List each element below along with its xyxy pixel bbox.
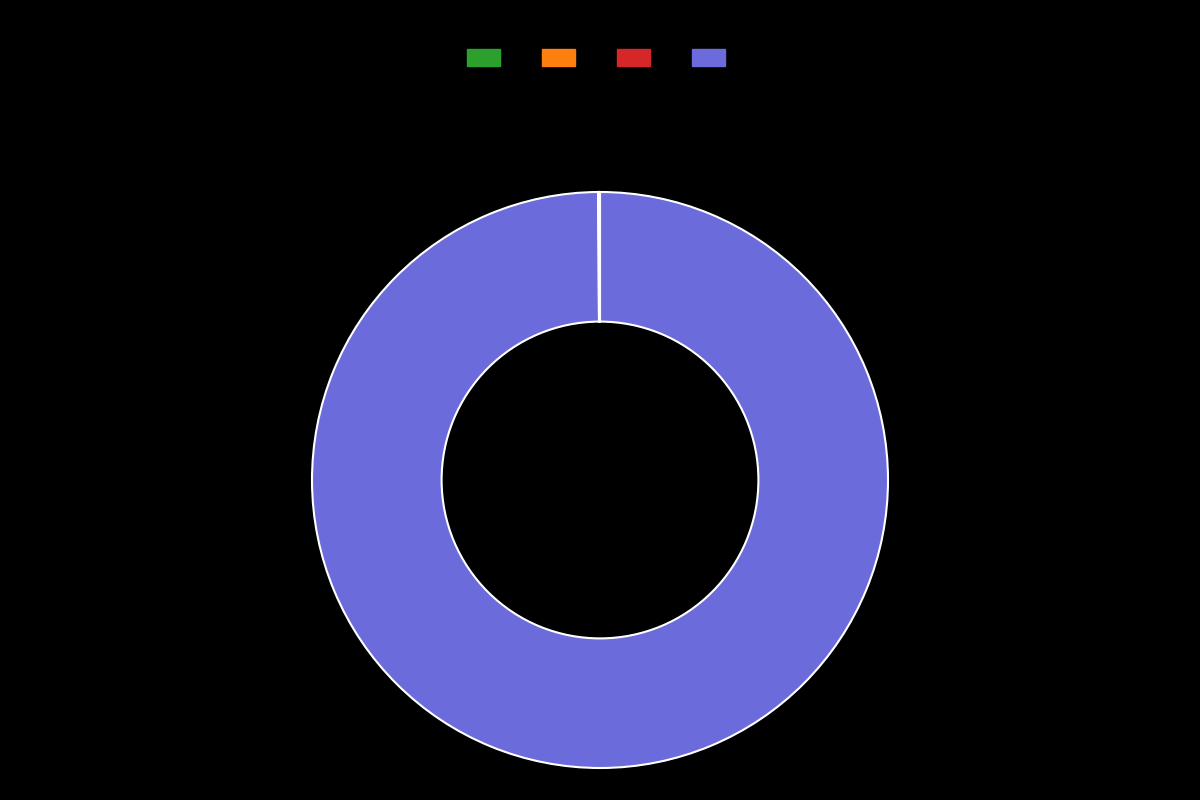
Legend: , , , : , , , [460, 42, 740, 74]
Wedge shape [312, 192, 888, 768]
